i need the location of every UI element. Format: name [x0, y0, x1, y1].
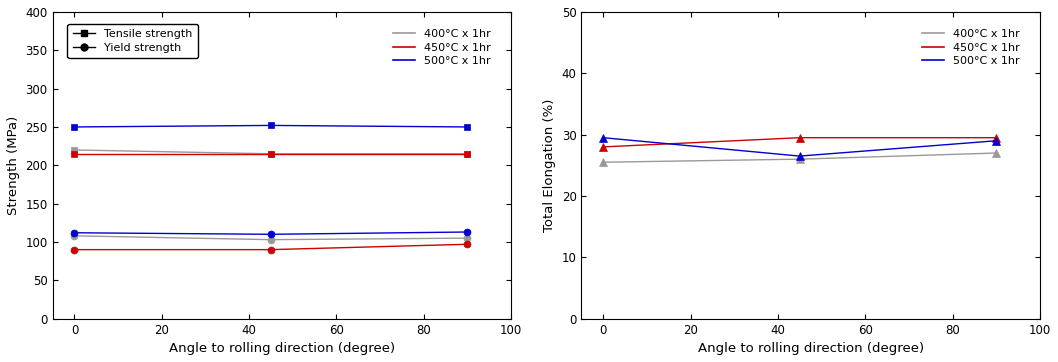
Y-axis label: Strength (MPa): Strength (MPa) — [7, 116, 20, 215]
Y-axis label: Total Elongation (%): Total Elongation (%) — [543, 98, 557, 232]
Legend: 400°C x 1hr, 450°C x 1hr, 500°C x 1hr: 400°C x 1hr, 450°C x 1hr, 500°C x 1hr — [916, 24, 1025, 71]
X-axis label: Angle to rolling direction (degree): Angle to rolling direction (degree) — [169, 342, 395, 355]
X-axis label: Angle to rolling direction (degree): Angle to rolling direction (degree) — [697, 342, 924, 355]
Legend: 400°C x 1hr, 450°C x 1hr, 500°C x 1hr: 400°C x 1hr, 450°C x 1hr, 500°C x 1hr — [387, 24, 496, 71]
